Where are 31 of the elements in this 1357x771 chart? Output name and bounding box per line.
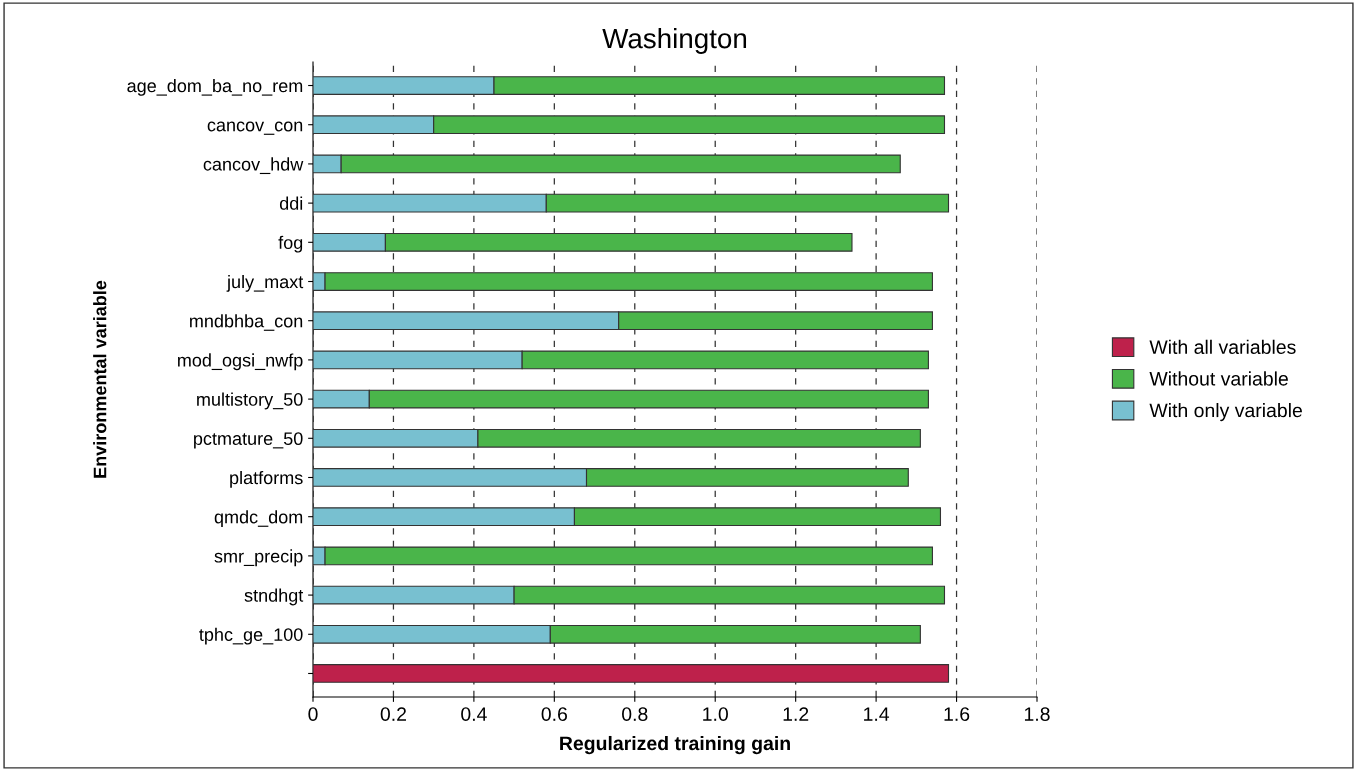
y-tick-label: cancov_con [207, 121, 303, 135]
y-tick-label: qmdc_dom [214, 510, 303, 527]
x-tick-label: 0.2 [380, 707, 406, 721]
y-tick-label: platforms [230, 470, 303, 488]
x-tick-label: 1.4 [864, 707, 890, 721]
legend-label: With all variables [1149, 339, 1296, 354]
x-tick-label: 1.6 [944, 707, 970, 721]
y-tick-label: fog [278, 235, 303, 253]
y-tick-label: cancov_hdw [203, 157, 304, 175]
y-tick-label: stndhgt [244, 588, 304, 606]
x-tick-label: 0 [308, 707, 318, 721]
x-tick-label: 1.8 [1024, 707, 1050, 721]
x-tick-label: 0.4 [461, 707, 487, 721]
x-axis-title: Regularized training gain [560, 735, 790, 755]
y-tick-label: ddi [279, 196, 303, 210]
x-tick-label: 1.0 [703, 707, 728, 721]
x-tick-label: 0.6 [541, 707, 567, 721]
chart-title: Washington [602, 27, 747, 54]
legend-label: Without variable [1149, 371, 1288, 386]
y-axis-title: Environmental variable [93, 280, 107, 478]
y-tick-label: tphc_ge_100 [199, 627, 303, 645]
y-tick-label: smr_precip [214, 549, 303, 567]
y-tick-label: mod_ogsi_nwfp [178, 353, 303, 371]
y-tick-label: age_dom_ba_no_rem [127, 78, 303, 96]
y-tick-label: july_maxt [226, 274, 304, 292]
y-tick-label: mndbhba_con [190, 314, 303, 331]
x-tick-label: 0.8 [622, 707, 648, 721]
x-tick-label: 1.2 [783, 707, 809, 721]
y-tick-label: pctmature_50 [194, 432, 303, 449]
y-tick-label: multistory_50 [197, 392, 303, 410]
legend-label: With only variable [1149, 403, 1302, 422]
